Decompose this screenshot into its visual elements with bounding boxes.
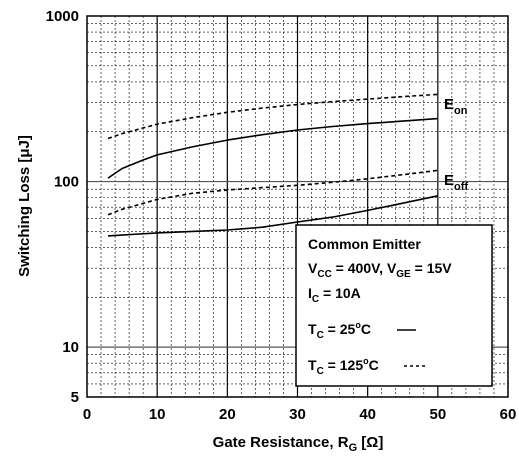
series-line-eoff-solid: [107, 195, 438, 237]
x-tick-label: 60: [500, 406, 517, 423]
series-layer: [107, 93, 438, 237]
x-tick-label: 10: [149, 406, 166, 423]
y-tick-label: 100: [54, 174, 79, 191]
plot-frame: [86, 15, 509, 398]
legend-box: Common Emitter VCC = 400V, VGE = 15V IC …: [295, 224, 493, 387]
eon-series-label: Eon: [444, 96, 468, 117]
series-line-eon-solid: [107, 117, 438, 179]
legend-entry-125c: TC = 125oC: [308, 356, 379, 377]
x-tick-label: 20: [219, 406, 236, 423]
y-tick-label: 5: [71, 389, 79, 406]
tick-labels: 0 10 20 30 40 50 60 5 10 100 1000: [46, 8, 517, 423]
x-tick-label: 30: [289, 406, 306, 423]
legend-voltage-conditions: VCC = 400V, VGE = 15V: [308, 260, 452, 280]
x-tick-label: 50: [429, 406, 446, 423]
legend-frame: [295, 224, 493, 387]
y-axis-label: Switching Loss [μJ]: [16, 135, 33, 277]
legend-entry-25c: TC = 25oC: [308, 320, 371, 341]
x-tick-label: 0: [83, 406, 91, 423]
eoff-series-label: Eoff: [444, 172, 468, 193]
x-axis-label: Gate Resistance, RG [Ω]: [213, 434, 384, 454]
y-tick-label: 10: [62, 339, 79, 356]
y-tick-label: 1000: [46, 8, 79, 25]
x-tick-label: 40: [359, 406, 376, 423]
legend-current-condition: IC = 10A: [308, 285, 361, 305]
series-line-eon-dashed: [107, 93, 438, 140]
legend-title: Common Emitter: [308, 236, 421, 252]
series-line-eoff-dashed: [107, 169, 438, 216]
